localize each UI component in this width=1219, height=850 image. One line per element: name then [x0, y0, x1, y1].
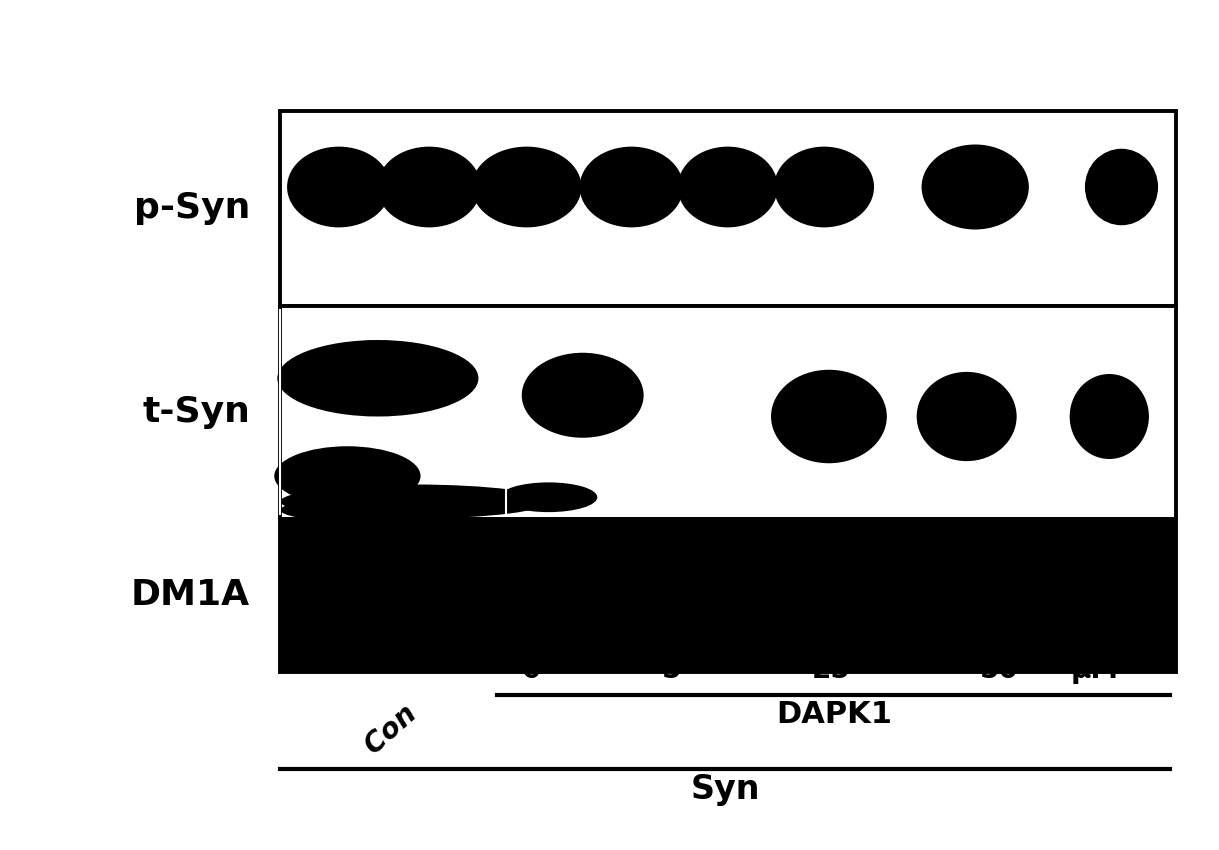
- Text: 5: 5: [662, 656, 681, 684]
- Ellipse shape: [917, 372, 1017, 461]
- Ellipse shape: [278, 340, 478, 416]
- Text: DM1A: DM1A: [130, 578, 250, 612]
- Text: 25: 25: [812, 656, 851, 684]
- Ellipse shape: [1070, 374, 1150, 459]
- Text: t-Syn: t-Syn: [143, 395, 250, 429]
- Ellipse shape: [280, 500, 402, 520]
- Bar: [280, 306, 1176, 518]
- Ellipse shape: [274, 446, 421, 506]
- Ellipse shape: [500, 482, 597, 512]
- Ellipse shape: [580, 147, 683, 228]
- Ellipse shape: [472, 147, 581, 228]
- Bar: [283, 309, 1174, 321]
- Text: 0: 0: [522, 656, 541, 684]
- Text: Con: Con: [360, 699, 422, 759]
- Text: DAPK1: DAPK1: [775, 700, 892, 728]
- Ellipse shape: [678, 147, 778, 228]
- Text: Syn: Syn: [690, 774, 761, 807]
- Ellipse shape: [922, 144, 1029, 230]
- Text: 50: 50: [980, 656, 1019, 684]
- Ellipse shape: [280, 484, 549, 518]
- Ellipse shape: [378, 147, 482, 228]
- Ellipse shape: [286, 147, 390, 228]
- Ellipse shape: [522, 353, 644, 438]
- Ellipse shape: [774, 147, 874, 228]
- Text: p-Syn: p-Syn: [134, 191, 250, 225]
- Bar: [280, 110, 1176, 306]
- Ellipse shape: [772, 370, 887, 463]
- Text: μM: μM: [1070, 656, 1118, 684]
- Ellipse shape: [1085, 149, 1158, 225]
- Bar: [280, 518, 1176, 672]
